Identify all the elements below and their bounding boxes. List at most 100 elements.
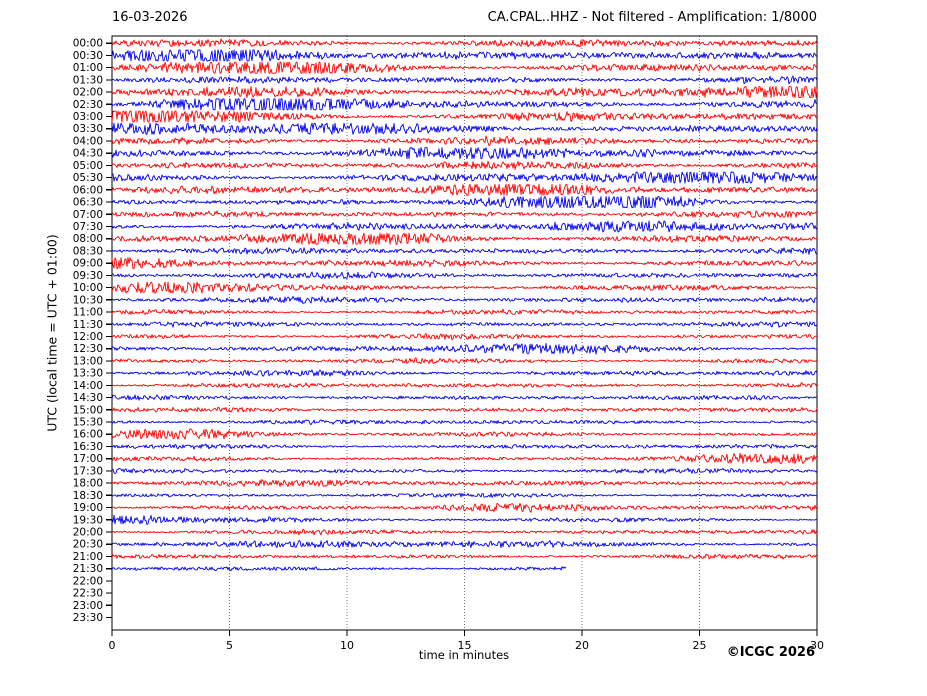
y-tick-label: 21:00 <box>73 551 103 563</box>
y-tick-label: 12:30 <box>73 343 103 355</box>
y-tick-label: 06:30 <box>73 197 103 209</box>
y-tick-label: 11:30 <box>73 319 103 331</box>
seismogram-trace-0700 <box>111 210 818 219</box>
seismogram-trace-1430 <box>111 394 818 401</box>
y-tick-label: 15:00 <box>73 404 103 416</box>
y-tick-label: 11:00 <box>73 307 103 319</box>
y-tick-label: 16:30 <box>73 441 103 453</box>
y-tick-label: 16:00 <box>73 429 103 441</box>
seismogram-trace-0530 <box>111 171 818 184</box>
y-tick-label: 04:00 <box>73 135 103 147</box>
y-tick-label: 20:30 <box>73 539 103 551</box>
y-tick-label: 02:30 <box>73 99 103 111</box>
y-tick-label: 05:00 <box>73 160 103 172</box>
seismogram-trace-2000 <box>111 528 818 536</box>
y-tick-label: 23:00 <box>73 600 103 612</box>
x-tick-label: 20 <box>575 639 589 652</box>
seismogram-trace-1500 <box>111 406 818 413</box>
y-tick-label: 13:00 <box>73 355 103 367</box>
seismogram-trace-1230 <box>111 342 818 355</box>
y-tick-label: 10:30 <box>73 294 103 306</box>
x-axis-label: time in minutes <box>418 648 510 662</box>
seismogram-trace-2100 <box>111 553 818 560</box>
seismogram-trace-2130 <box>111 566 567 572</box>
seismogram-trace-1200 <box>111 332 818 341</box>
seismogram-trace-2030 <box>111 540 818 549</box>
x-tick-label: 5 <box>226 639 233 652</box>
seismogram-trace-0730 <box>111 220 818 233</box>
y-tick-label: 02:00 <box>73 87 103 99</box>
seismogram-trace-0930 <box>111 271 818 280</box>
y-tick-label: 19:30 <box>73 514 103 526</box>
y-tick-label: 09:30 <box>73 270 103 282</box>
y-tick-label: 01:30 <box>73 74 103 86</box>
y-tick-label: 20:00 <box>73 527 103 539</box>
y-tick-label: 10:00 <box>73 282 103 294</box>
y-tick-label: 23:30 <box>73 612 103 624</box>
y-tick-label: 06:00 <box>73 184 103 196</box>
seismogram-trace-0830 <box>111 247 818 255</box>
y-tick-label: 18:00 <box>73 478 103 490</box>
y-tick-label: 01:00 <box>73 62 103 74</box>
seismogram-trace-1130 <box>111 321 818 328</box>
seismogram-trace-1730 <box>111 467 818 474</box>
seismogram-trace-0300 <box>111 110 818 123</box>
seismogram-trace-0100 <box>111 61 818 74</box>
seismogram-trace-0600 <box>111 183 818 196</box>
seismogram-trace-0130 <box>111 75 818 85</box>
y-tick-label: 07:00 <box>73 209 103 221</box>
seismogram-trace-1830 <box>111 492 818 498</box>
plot-title: CA.CPAL..HHZ - Not filtered - Amplificat… <box>487 10 817 25</box>
y-tick-label: 22:30 <box>73 588 103 600</box>
seismogram-trace-0230 <box>111 98 818 111</box>
y-tick-label: 22:00 <box>73 575 103 587</box>
seismogram-trace-0330 <box>111 122 818 135</box>
y-tick-label: 14:00 <box>73 380 103 392</box>
seismogram-trace-0800 <box>111 232 818 245</box>
seismogram-trace-0200 <box>111 86 818 99</box>
y-tick-label: 21:30 <box>73 563 103 575</box>
seismogram-trace-0430 <box>111 147 818 160</box>
y-tick-label: 18:30 <box>73 490 103 502</box>
x-tick-label: 10 <box>340 639 354 652</box>
y-tick-label: 14:30 <box>73 392 103 404</box>
y-tick-label: 03:30 <box>73 123 103 135</box>
y-tick-label: 12:00 <box>73 331 103 343</box>
seismogram-trace-0400 <box>111 135 818 147</box>
seismogram-trace-1000 <box>111 281 818 294</box>
copyright-label: ©ICGC 2026 <box>726 645 815 660</box>
seismogram-trace-1900 <box>111 502 818 513</box>
seismogram-trace-1300 <box>111 357 818 365</box>
y-tick-label: 08:00 <box>73 233 103 245</box>
y-tick-label: 00:00 <box>73 38 103 50</box>
seismogram-trace-1700 <box>111 452 818 465</box>
y-tick-label: 00:30 <box>73 50 103 62</box>
y-tick-label: 03:00 <box>73 111 103 123</box>
seismogram-trace-1800 <box>111 479 818 488</box>
y-tick-label: 17:00 <box>73 453 103 465</box>
seismogram-trace-0900 <box>111 257 818 270</box>
seismogram-trace-1630 <box>111 443 818 450</box>
seismogram-trace-0030 <box>111 49 818 62</box>
seismogram-trace-1930 <box>111 514 818 525</box>
seismogram-trace-0630 <box>111 196 818 209</box>
y-tick-label: 09:00 <box>73 258 103 270</box>
seismogram-trace-1330 <box>111 369 818 377</box>
y-tick-label: 17:30 <box>73 465 103 477</box>
y-tick-label: 04:30 <box>73 148 103 160</box>
x-tick-label: 0 <box>109 639 116 652</box>
seismogram-trace-0000 <box>111 38 818 48</box>
y-tick-label: 13:30 <box>73 368 103 380</box>
y-tick-label: 08:30 <box>73 245 103 257</box>
y-tick-label: 07:30 <box>73 221 103 233</box>
seismogram-trace-1600 <box>111 428 818 440</box>
x-tick-label: 15 <box>458 639 472 652</box>
y-tick-label: 15:30 <box>73 417 103 429</box>
seismogram-trace-1100 <box>111 308 818 315</box>
seismogram-trace-1030 <box>111 295 818 304</box>
seismogram-trace-1400 <box>111 382 818 389</box>
seismogram-trace-1530 <box>111 419 818 426</box>
x-tick-label: 30 <box>810 639 824 652</box>
